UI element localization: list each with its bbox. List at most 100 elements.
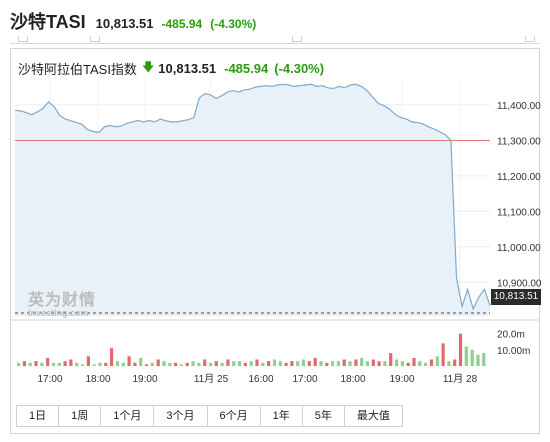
volume-bar xyxy=(139,357,143,366)
watermark-text: 英为财情 xyxy=(28,292,97,309)
volume-bar xyxy=(22,361,26,366)
x-tick-label: 18:00 xyxy=(340,374,365,385)
range-button[interactable]: 3个月 xyxy=(154,406,208,426)
chart-title: 沙特阿拉伯TASI指数 xyxy=(18,62,137,77)
chart-price: 10,813.51 xyxy=(158,61,217,76)
volume-bar xyxy=(220,362,224,366)
volume-bar xyxy=(69,359,73,366)
volume-bar xyxy=(127,356,131,366)
volume-bar xyxy=(121,362,125,366)
volume-bar xyxy=(453,359,457,366)
volume-bar xyxy=(92,364,96,366)
range-button[interactable]: 6个月 xyxy=(207,406,261,426)
volume-bar xyxy=(319,361,323,366)
volume-bar xyxy=(168,362,172,366)
volume-bar xyxy=(412,357,416,366)
volume-bar xyxy=(325,362,329,366)
chart-title-row: 沙特阿拉伯TASI指数 🡇 10,813.51 -485.94 (-4.30%) xyxy=(18,58,324,79)
x-tick-label: 11月 28 xyxy=(443,373,478,385)
watermark-logo: 英为财情 Investing.com xyxy=(28,286,96,318)
y-tick-label: 11,400.00 xyxy=(497,101,541,112)
range-button[interactable]: 5年 xyxy=(302,406,345,426)
volume-bar xyxy=(40,362,44,366)
x-tick-label: 18:00 xyxy=(85,374,110,385)
range-button[interactable]: 1周 xyxy=(59,406,102,426)
chart-change-pct: (-4.30%) xyxy=(274,61,325,76)
header-price: 10,813.51 xyxy=(95,16,154,31)
range-button[interactable]: 1个月 xyxy=(101,406,155,426)
volume-bar xyxy=(331,361,335,366)
x-tick-label: 11月 25 xyxy=(194,373,229,385)
volume-bar xyxy=(203,359,207,366)
volume-bar xyxy=(191,361,195,366)
volume-bar xyxy=(75,362,79,366)
volume-bar xyxy=(470,349,474,366)
volume-bar xyxy=(232,361,236,366)
volume-bar xyxy=(144,364,149,366)
range-selector: 1日 1周 1个月 3个月 6个月 1年 5年 最大值 xyxy=(16,405,403,427)
volume-bar xyxy=(278,361,282,366)
volume-bar xyxy=(406,362,410,366)
volume-bar xyxy=(447,361,451,366)
volume-bar xyxy=(429,359,434,366)
volume-bar xyxy=(115,361,120,366)
volume-bar xyxy=(57,362,61,366)
volume-bar xyxy=(371,359,375,366)
toolbar-tab[interactable] xyxy=(90,36,100,42)
volume-bar xyxy=(418,361,422,366)
y-tick-label: 11,100.00 xyxy=(497,207,541,218)
last-price-label: 10,813.51 xyxy=(491,289,541,305)
volume-bar xyxy=(360,357,364,366)
header: 沙特TASI 10,813.51 -485.94 (-4.30%) xyxy=(0,0,550,34)
volume-bar xyxy=(243,362,247,366)
volume-bar xyxy=(365,361,370,366)
volume-bar xyxy=(110,348,114,366)
volume-bar xyxy=(34,361,38,366)
range-button[interactable]: 1日 xyxy=(17,406,60,426)
volume-bar xyxy=(272,359,277,366)
volume-bar xyxy=(226,359,230,366)
volume-bar xyxy=(28,362,32,366)
volume-bar xyxy=(389,353,393,366)
price-line xyxy=(14,83,491,311)
toolbar-tab[interactable] xyxy=(525,36,535,42)
volume-bar xyxy=(377,361,381,366)
volume-bar xyxy=(348,361,352,366)
volume-bar xyxy=(185,362,189,366)
price-area xyxy=(15,84,490,316)
volume-bar xyxy=(482,353,486,366)
volume-bar xyxy=(435,356,439,366)
volume-bar xyxy=(104,362,108,366)
volume-bar xyxy=(441,343,445,366)
volume-bar xyxy=(284,362,288,366)
x-tick-label: 19:00 xyxy=(389,374,414,385)
volume-bar xyxy=(214,361,218,366)
chart-change: -485.94 xyxy=(224,61,269,76)
volume-tick-label: 10.00m xyxy=(497,346,530,357)
x-tick-label: 17:00 xyxy=(292,374,317,385)
volume-bar xyxy=(81,364,85,366)
volume-bar xyxy=(313,357,317,366)
volume-bar xyxy=(395,359,399,366)
header-change-pct: (-4.30%) xyxy=(210,17,257,31)
volume-bar xyxy=(208,362,213,366)
range-button[interactable]: 最大值 xyxy=(344,406,402,426)
x-tick-label: 19:00 xyxy=(132,374,157,385)
y-tick-label: 11,300.00 xyxy=(497,136,541,147)
volume-bar xyxy=(296,361,300,366)
volume-bar xyxy=(342,359,346,366)
volume-bar xyxy=(162,361,166,366)
volume-bar xyxy=(174,362,178,366)
volume-bar xyxy=(255,359,259,366)
range-button[interactable]: 1年 xyxy=(260,406,303,426)
volume-bar xyxy=(249,361,253,366)
volume-bar xyxy=(86,356,90,366)
toolbar-tab[interactable] xyxy=(18,36,28,42)
volume-bar xyxy=(197,362,201,366)
x-tick-label: 16:00 xyxy=(248,374,273,385)
chart-toolbar xyxy=(10,34,540,44)
y-tick-label: 11,200.00 xyxy=(497,172,541,183)
volume-bar xyxy=(464,346,468,366)
toolbar-tab[interactable] xyxy=(292,36,302,42)
